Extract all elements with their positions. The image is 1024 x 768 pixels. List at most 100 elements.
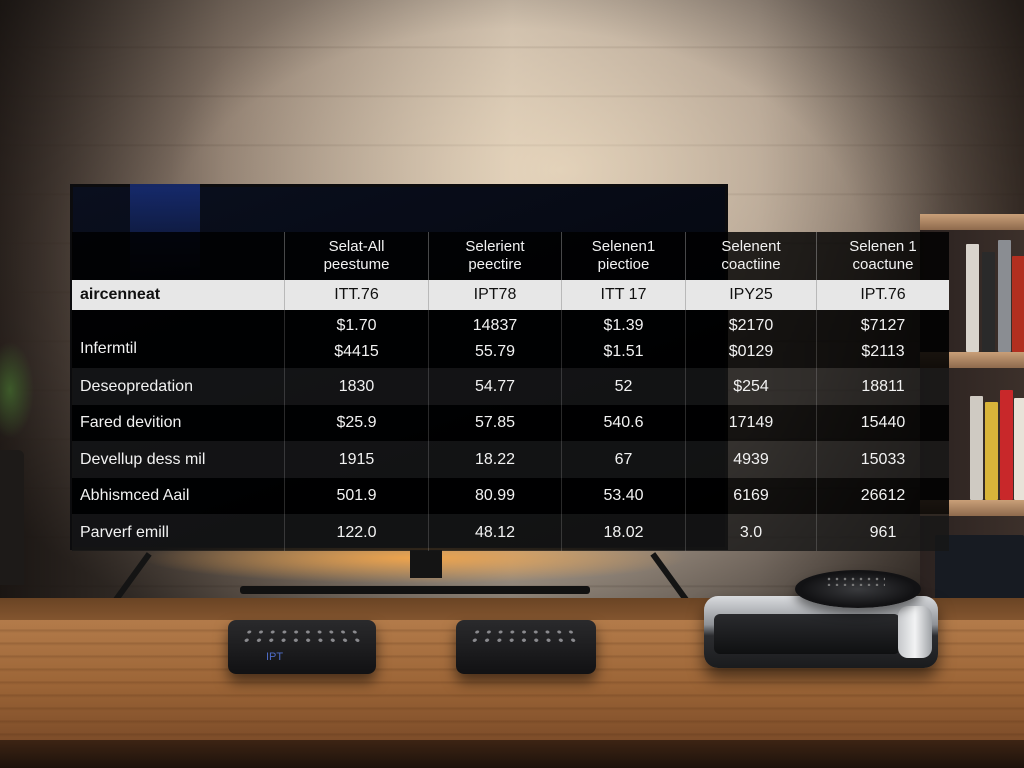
table-cell: 15440 [816, 405, 949, 441]
row-label: Parverf emill [80, 523, 169, 541]
table-cell: 6169 [685, 478, 816, 514]
remote-keys [238, 628, 366, 645]
cell-value: $1.39 [603, 317, 644, 334]
row-label: Abhismced Aail [80, 487, 190, 504]
column-header: Selerient peectire [428, 232, 561, 280]
column-header-line: piectioe [597, 256, 650, 273]
set-top-box-endcap [898, 606, 932, 658]
column-header: Selenent coactiine [685, 232, 816, 280]
table-row: Devellup dess mil 1915 18.22 67 4939 150… [72, 441, 949, 478]
table-cell: 53.40 [561, 478, 685, 514]
table-cell: $1.70 $4415 [284, 310, 428, 368]
remote-control [456, 620, 596, 674]
book [1000, 390, 1013, 500]
table-cell: 15033 [816, 441, 949, 478]
column-header: Selenen 1 coactune [816, 232, 949, 280]
table-cell: 18811 [816, 368, 949, 405]
set-top-box [704, 596, 938, 668]
plant-pot [0, 450, 24, 585]
table-cell: 540.6 [561, 405, 685, 441]
column-header-line: coactiine [721, 256, 781, 273]
cell-value: $2170 [728, 317, 774, 334]
table-cell: $7127 $2113 [816, 310, 949, 368]
column-header-line: Selenent [721, 238, 781, 255]
row-label: Infermtil [80, 340, 137, 357]
cell-value: $0129 [728, 343, 774, 360]
table-cell: IPT.76 [816, 280, 949, 310]
table-cell: 54.77 [428, 368, 561, 405]
cell-value: 14837 [472, 317, 518, 334]
column-header-line: Selenen 1 [849, 238, 917, 255]
table-cell: 961 [816, 514, 949, 551]
tv-stand-base [240, 586, 590, 594]
table-cell: 48.12 [428, 514, 561, 551]
remote-logo: IPT [266, 651, 284, 663]
cell-value: $7127 [860, 317, 906, 334]
table-row: Fared devition $25.9 57.85 540.6 17149 1… [72, 405, 949, 441]
table-row: Infermtil $1.70 $4415 14837 55.79 $1.39 … [72, 310, 949, 368]
book [982, 252, 995, 352]
set-top-box-front [714, 614, 900, 654]
table-cell: 67 [561, 441, 685, 478]
table-cell: 1830 [284, 368, 428, 405]
cell-value: $4415 [334, 343, 379, 360]
row-label: Fared devition [80, 414, 182, 431]
table-cell: $254 [685, 368, 816, 405]
table-cell: 26612 [816, 478, 949, 514]
cell-value: 55.79 [474, 343, 516, 360]
comparison-table: Selat-All peestume Selerient peectire Se… [72, 232, 949, 551]
table-cell: ITT 17 [561, 280, 685, 310]
storage-box [935, 535, 1024, 600]
table-cell: $2170 $0129 [685, 310, 816, 368]
remote-control: IPT [228, 620, 376, 674]
table-cell: 1915 [284, 441, 428, 478]
table-cell: 14837 55.79 [428, 310, 561, 368]
table-row: Abhismced Aail 501.9 80.99 53.40 6169 26… [72, 478, 949, 514]
table-row: Parverf emill 122.0 48.12 18.02 3.0 961 [72, 514, 949, 551]
table-cell: $1.39 $1.51 [561, 310, 685, 368]
column-header: Selenen1 piectioe [561, 232, 685, 280]
table-cell: IPT78 [428, 280, 561, 310]
mini-remote-keys [825, 576, 885, 586]
table-cell: 57.85 [428, 405, 561, 441]
column-header-line: Selerient [465, 238, 525, 255]
cell-value: $1.51 [603, 343, 644, 360]
table-header-row: Selat-All peestume Selerient peectire Se… [72, 232, 949, 280]
table-cell: 18.02 [561, 514, 685, 551]
table-highlight-row: aircenneat ITT.76 IPT78 ITT 17 IPY25 IPT… [72, 280, 949, 310]
table-cell: 52 [561, 368, 685, 405]
book [1012, 256, 1024, 352]
row-label: aircenneat [80, 286, 161, 303]
book [1014, 398, 1024, 500]
tv-stand-neck [410, 550, 442, 578]
book [998, 240, 1011, 352]
table-row: Deseopredation 1830 54.77 52 $254 18811 [72, 368, 949, 405]
table-cell: 18.22 [428, 441, 561, 478]
shelf-board [920, 214, 1024, 230]
column-header-line: peectire [468, 256, 522, 273]
row-label: Deseopredation [80, 377, 193, 395]
cell-value: $1.70 [336, 317, 377, 334]
table-cell: 122.0 [284, 514, 428, 551]
table-cell: 3.0 [685, 514, 816, 551]
plant-icon [0, 330, 40, 460]
table-cell: 17149 [685, 405, 816, 441]
remote-keys [467, 628, 585, 645]
book [985, 402, 998, 500]
column-header: Selat-All peestume [284, 232, 428, 280]
mini-remote [795, 570, 921, 608]
cell-value: $2113 [861, 343, 905, 360]
book [966, 244, 979, 352]
row-label: Devellup dess mil [80, 450, 206, 468]
table-cell: 80.99 [428, 478, 561, 514]
column-header-line: coactune [852, 256, 914, 273]
column-header-line: peestume [323, 256, 390, 273]
book [970, 396, 983, 500]
table-cell: $25.9 [284, 405, 428, 441]
table-cell: 501.9 [284, 478, 428, 514]
column-header-line: Selenen1 [591, 238, 656, 255]
table-cell: 4939 [685, 441, 816, 478]
table-cell: IPY25 [685, 280, 816, 310]
table-cell: ITT.76 [284, 280, 428, 310]
column-header-line: Selat-All [328, 238, 385, 255]
